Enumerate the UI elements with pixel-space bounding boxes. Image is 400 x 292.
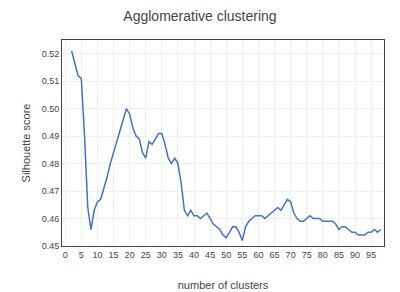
svg-text:0.50: 0.50 — [42, 104, 60, 114]
svg-text:60: 60 — [253, 250, 263, 260]
svg-text:85: 85 — [334, 250, 344, 260]
svg-text:Agglomerative clustering: Agglomerative clustering — [123, 8, 276, 24]
svg-text:15: 15 — [109, 250, 119, 260]
svg-text:0.47: 0.47 — [42, 186, 60, 196]
svg-text:50: 50 — [221, 250, 231, 260]
svg-text:number of clusters: number of clusters — [178, 279, 269, 291]
svg-text:90: 90 — [350, 250, 360, 260]
svg-text:65: 65 — [270, 250, 280, 260]
svg-text:25: 25 — [141, 250, 151, 260]
svg-text:55: 55 — [237, 250, 247, 260]
svg-text:0.52: 0.52 — [42, 49, 60, 59]
svg-text:70: 70 — [286, 250, 296, 260]
svg-text:10: 10 — [92, 250, 102, 260]
svg-text:0.49: 0.49 — [42, 131, 60, 141]
svg-text:0.51: 0.51 — [42, 76, 60, 86]
svg-text:Silhouette score: Silhouette score — [20, 104, 32, 183]
svg-text:30: 30 — [157, 250, 167, 260]
svg-text:80: 80 — [318, 250, 328, 260]
svg-text:0.48: 0.48 — [42, 159, 60, 169]
svg-text:40: 40 — [189, 250, 199, 260]
svg-text:5: 5 — [79, 250, 84, 260]
svg-text:0.45: 0.45 — [42, 241, 60, 251]
svg-text:20: 20 — [125, 250, 135, 260]
svg-text:45: 45 — [205, 250, 215, 260]
svg-text:95: 95 — [366, 250, 376, 260]
svg-text:0: 0 — [63, 250, 68, 260]
svg-text:35: 35 — [173, 250, 183, 260]
svg-text:75: 75 — [302, 250, 312, 260]
svg-text:0.46: 0.46 — [42, 214, 60, 224]
